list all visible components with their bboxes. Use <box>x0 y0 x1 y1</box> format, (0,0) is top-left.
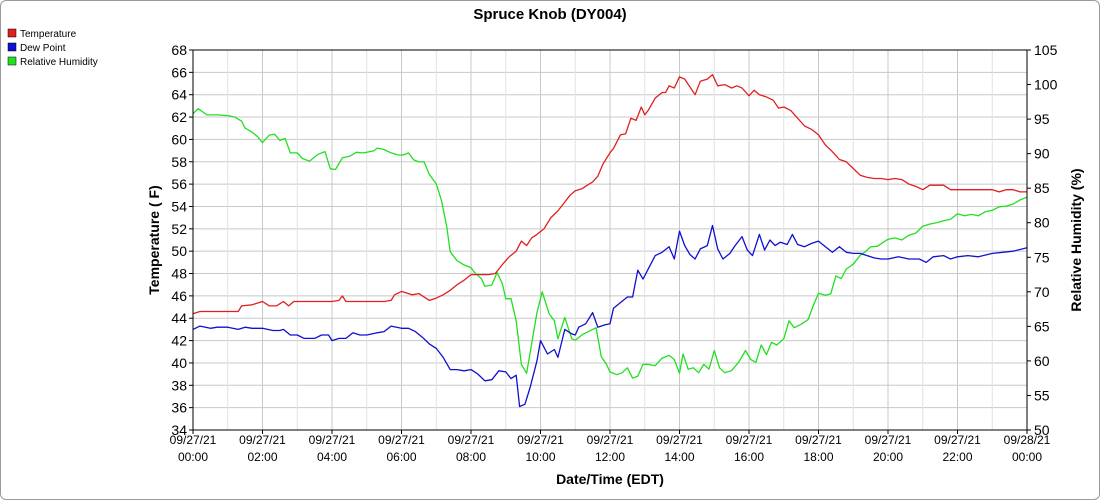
x-tick-time: 20:00 <box>873 450 903 464</box>
left-tick-label: 52 <box>171 221 187 237</box>
right-tick-label: 75 <box>1034 249 1050 265</box>
left-tick-label: 50 <box>171 243 187 259</box>
left-tick-label: 34 <box>171 422 187 438</box>
chart-title: Spruce Knob (DY004) <box>473 6 626 23</box>
left-tick-label: 68 <box>171 42 187 58</box>
legend-label-dew-point: Dew Point <box>20 43 66 54</box>
series-line-temperature <box>192 73 1027 315</box>
left-tick-label: 62 <box>171 109 187 125</box>
right-tick-label: 85 <box>1034 180 1050 196</box>
left-tick-label: 40 <box>171 355 187 371</box>
x-tick-date: 09/27/21 <box>170 433 217 447</box>
left-tick-label: 44 <box>171 310 187 326</box>
right-tick-label: 55 <box>1034 387 1050 403</box>
right-tick-label: 90 <box>1034 146 1050 162</box>
left-axis-label: Temperature ( F) <box>146 185 162 294</box>
legend: Temperature Dew Point Relative Humidity <box>7 28 98 68</box>
right-tick-label: 70 <box>1034 284 1050 300</box>
x-tick-time: 18:00 <box>803 450 833 464</box>
left-tick-label: 64 <box>171 87 187 103</box>
right-tick-label: 80 <box>1034 215 1050 231</box>
legend-swatch-dew-point <box>7 42 17 52</box>
left-tick-label: 48 <box>171 266 187 282</box>
x-tick-time: 08:00 <box>456 450 486 464</box>
x-tick-date: 09/27/21 <box>865 433 912 447</box>
left-tick-label: 60 <box>171 131 187 147</box>
x-tick-time: 06:00 <box>386 450 416 464</box>
x-axis-ticks: 09/27/21 00:00 09/27/21 02:00 09/27/21 04:00 0… <box>170 430 1051 464</box>
right-tick-label: 65 <box>1034 318 1050 334</box>
x-tick-date: 09/27/21 <box>726 433 773 447</box>
x-axis-label: Date/Time (EDT) <box>556 471 664 487</box>
legend-label-relative-humidity: Relative Humidity <box>20 57 98 68</box>
x-tick-date: 09/27/21 <box>309 433 356 447</box>
right-axis-label: Relative Humidity (%) <box>1068 168 1084 311</box>
left-tick-label: 46 <box>171 288 187 304</box>
left-tick-label: 42 <box>171 333 187 349</box>
x-tick-date: 09/27/21 <box>239 433 286 447</box>
x-tick-date: 09/28/21 <box>1004 433 1051 447</box>
legend-entry-dew-point: Dew Point <box>7 42 66 54</box>
x-tick-date: 09/27/21 <box>378 433 425 447</box>
left-tick-label: 54 <box>171 198 187 214</box>
legend-entry-temperature: Temperature <box>7 28 77 40</box>
right-axis-ticks: 50 55 60 65 70 75 80 85 90 95 100 105 <box>1027 42 1058 438</box>
left-tick-label: 36 <box>171 400 187 416</box>
x-tick-time: 22:00 <box>942 450 972 464</box>
left-axis-ticks: 34 36 38 40 42 44 46 48 50 52 54 56 58 60 62 64 66 68 <box>171 42 193 438</box>
x-tick-time: 14:00 <box>664 450 694 464</box>
left-tick-label: 38 <box>171 377 187 393</box>
x-tick-time: 04:00 <box>317 450 347 464</box>
legend-swatch-temperature <box>7 28 17 38</box>
series-line-dew-point <box>192 224 1028 408</box>
left-tick-label: 56 <box>171 176 187 192</box>
x-tick-date: 09/27/21 <box>795 433 842 447</box>
right-tick-label: 60 <box>1034 353 1050 369</box>
legend-swatch-relative-humidity <box>7 56 17 66</box>
right-tick-label: 105 <box>1034 42 1058 58</box>
series-line-relative-humidity <box>192 108 1028 379</box>
left-tick-label: 66 <box>171 64 187 80</box>
right-tick-label: 100 <box>1034 77 1058 93</box>
legend-label-temperature: Temperature <box>20 29 77 40</box>
x-tick-time: 10:00 <box>525 450 555 464</box>
x-tick-date: 09/27/21 <box>656 433 703 447</box>
x-tick-date: 09/27/21 <box>934 433 981 447</box>
x-tick-date: 09/27/21 <box>448 433 495 447</box>
x-tick-time: 00:00 <box>1012 450 1042 464</box>
x-tick-time: 02:00 <box>247 450 277 464</box>
left-tick-label: 58 <box>171 154 187 170</box>
x-tick-date: 09/27/21 <box>587 433 634 447</box>
series-layer <box>192 73 1028 408</box>
x-tick-time: 12:00 <box>595 450 625 464</box>
x-tick-time: 16:00 <box>734 450 764 464</box>
right-tick-label: 50 <box>1034 422 1050 438</box>
legend-entry-relative-humidity: Relative Humidity <box>7 56 98 68</box>
right-tick-label: 95 <box>1034 111 1050 127</box>
x-tick-date: 09/27/21 <box>517 433 564 447</box>
x-tick-time: 00:00 <box>178 450 208 464</box>
